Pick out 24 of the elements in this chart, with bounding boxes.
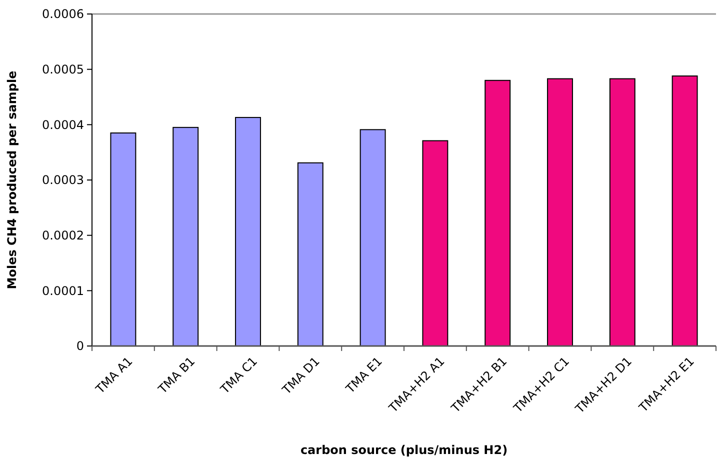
x-axis-title: carbon source (plus/minus H2) [300, 443, 508, 457]
y-axis-title: Moles CH4 produced per sample [5, 70, 19, 290]
y-tick-label: 0 [76, 339, 84, 354]
x-tick-label: TMA C1 [217, 354, 260, 398]
x-tick-label: TMA A1 [92, 354, 136, 397]
y-tick-label: 0.0005 [42, 62, 84, 77]
bar [484, 80, 511, 346]
x-tick-label: TMA D1 [278, 354, 322, 398]
bar [297, 162, 324, 346]
x-tick-label: TMA B1 [154, 354, 198, 397]
y-tick-label: 0.0002 [42, 228, 84, 243]
bar [110, 132, 136, 346]
y-tick-label: 0.0004 [42, 118, 84, 132]
bar [672, 75, 698, 346]
y-tick-label: 0.0006 [42, 7, 84, 22]
bar [547, 78, 573, 346]
bar [172, 126, 199, 346]
bar [609, 78, 636, 346]
bar [235, 116, 261, 346]
x-tick-label: TMA E1 [342, 354, 385, 397]
bar [360, 129, 386, 346]
y-tick-label: 0.0001 [42, 284, 84, 298]
bar [422, 140, 448, 346]
y-tick-label: 0.0003 [42, 173, 84, 188]
